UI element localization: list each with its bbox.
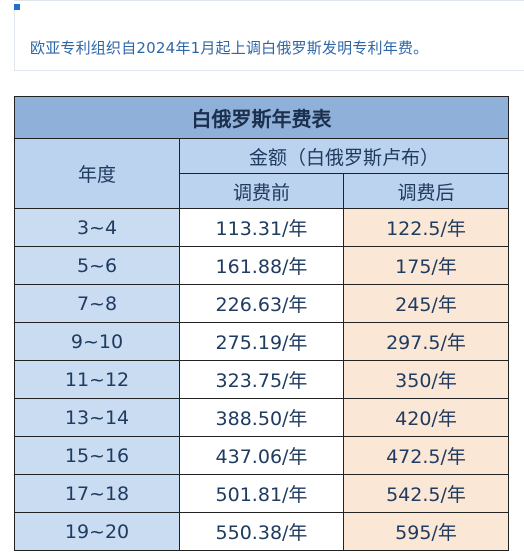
year-cell: 3~4 bbox=[14, 208, 180, 247]
column-header-before: 调费前 bbox=[179, 173, 344, 209]
year-cell: 19~20 bbox=[14, 512, 180, 551]
fee-after-cell: 420/年 bbox=[343, 398, 509, 437]
table-row: 5~6 161.88/年 175/年 bbox=[14, 246, 509, 285]
fee-after-cell: 297.5/年 bbox=[343, 322, 509, 361]
fee-before-cell: 437.06/年 bbox=[179, 436, 344, 475]
fee-before-cell: 323.75/年 bbox=[179, 360, 344, 399]
fee-after-cell: 595/年 bbox=[343, 512, 509, 551]
fee-after-cell: 542.5/年 bbox=[343, 474, 509, 513]
fee-before-cell: 226.63/年 bbox=[179, 284, 344, 323]
fee-after-cell: 122.5/年 bbox=[343, 208, 509, 247]
year-cell: 11~12 bbox=[14, 360, 180, 399]
table-row: 19~20 550.38/年 595/年 bbox=[14, 512, 509, 551]
fee-before-cell: 501.81/年 bbox=[179, 474, 344, 513]
year-cell: 5~6 bbox=[14, 246, 180, 285]
table-row: 13~14 388.50/年 420/年 bbox=[14, 398, 509, 437]
year-cell: 15~16 bbox=[14, 436, 180, 475]
table-title: 白俄罗斯年费表 bbox=[14, 96, 509, 139]
table-row: 17~18 501.81/年 542.5/年 bbox=[14, 474, 509, 513]
table-row: 15~16 437.06/年 472.5/年 bbox=[14, 436, 509, 475]
intro-text: 欧亚专利组织自2024年1月起上调白俄罗斯发明专利年费。 bbox=[30, 39, 429, 57]
table-row: 11~12 323.75/年 350/年 bbox=[14, 360, 509, 399]
table-row: 7~8 226.63/年 245/年 bbox=[14, 284, 509, 323]
fee-before-cell: 275.19/年 bbox=[179, 322, 344, 361]
fee-after-cell: 175/年 bbox=[343, 246, 509, 285]
year-cell: 17~18 bbox=[14, 474, 180, 513]
column-header-amount: 金额（白俄罗斯卢布） bbox=[179, 138, 509, 174]
fee-after-cell: 350/年 bbox=[343, 360, 509, 399]
column-header-year: 年度 bbox=[14, 138, 180, 209]
frame-divider bbox=[14, 70, 524, 71]
fee-before-cell: 388.50/年 bbox=[179, 398, 344, 437]
year-cell: 9~10 bbox=[14, 322, 180, 361]
fee-after-cell: 472.5/年 bbox=[343, 436, 509, 475]
intro-frame: 欧亚专利组织自2024年1月起上调白俄罗斯发明专利年费。 bbox=[0, 0, 524, 78]
table-row: 9~10 275.19/年 297.5/年 bbox=[14, 322, 509, 361]
fee-table: 白俄罗斯年费表 年度 金额（白俄罗斯卢布） 调费前 调费后 3~4 113.31… bbox=[14, 96, 509, 551]
frame-divider bbox=[14, 0, 524, 1]
fee-before-cell: 113.31/年 bbox=[179, 208, 344, 247]
year-cell: 7~8 bbox=[14, 284, 180, 323]
table-row: 3~4 113.31/年 122.5/年 bbox=[14, 208, 509, 247]
year-cell: 13~14 bbox=[14, 398, 180, 437]
corner-square-icon bbox=[14, 4, 20, 10]
fee-after-cell: 245/年 bbox=[343, 284, 509, 323]
fee-before-cell: 161.88/年 bbox=[179, 246, 344, 285]
column-header-after: 调费后 bbox=[343, 173, 509, 209]
frame-divider bbox=[14, 10, 15, 70]
fee-before-cell: 550.38/年 bbox=[179, 512, 344, 551]
